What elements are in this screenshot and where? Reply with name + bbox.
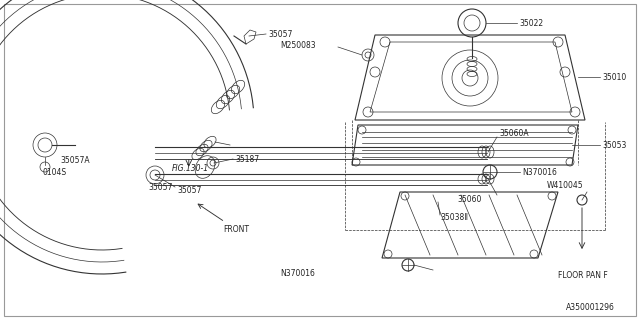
Text: 35057: 35057 [268, 29, 292, 38]
Text: 35010: 35010 [602, 73, 627, 82]
Text: 35060: 35060 [457, 196, 481, 204]
Text: 35053: 35053 [602, 140, 627, 149]
Text: 0104S: 0104S [42, 167, 66, 177]
Text: 35060A: 35060A [499, 129, 529, 138]
Text: 35038Ⅱ: 35038Ⅱ [440, 212, 468, 221]
Text: 35057: 35057 [177, 186, 202, 195]
Text: 35057: 35057 [148, 182, 172, 191]
Text: FLOOR PAN F: FLOOR PAN F [558, 270, 608, 279]
Text: 35187: 35187 [235, 155, 259, 164]
Text: 35022: 35022 [519, 19, 543, 28]
Text: N370016: N370016 [280, 268, 315, 277]
Text: FRONT: FRONT [223, 226, 249, 235]
Text: 35057A: 35057A [60, 156, 90, 164]
Text: A350001296: A350001296 [566, 303, 615, 313]
Text: N370016: N370016 [522, 167, 557, 177]
Text: M250083: M250083 [280, 41, 316, 50]
Text: W410045: W410045 [547, 180, 584, 189]
Text: FIG.130-1: FIG.130-1 [172, 164, 209, 172]
